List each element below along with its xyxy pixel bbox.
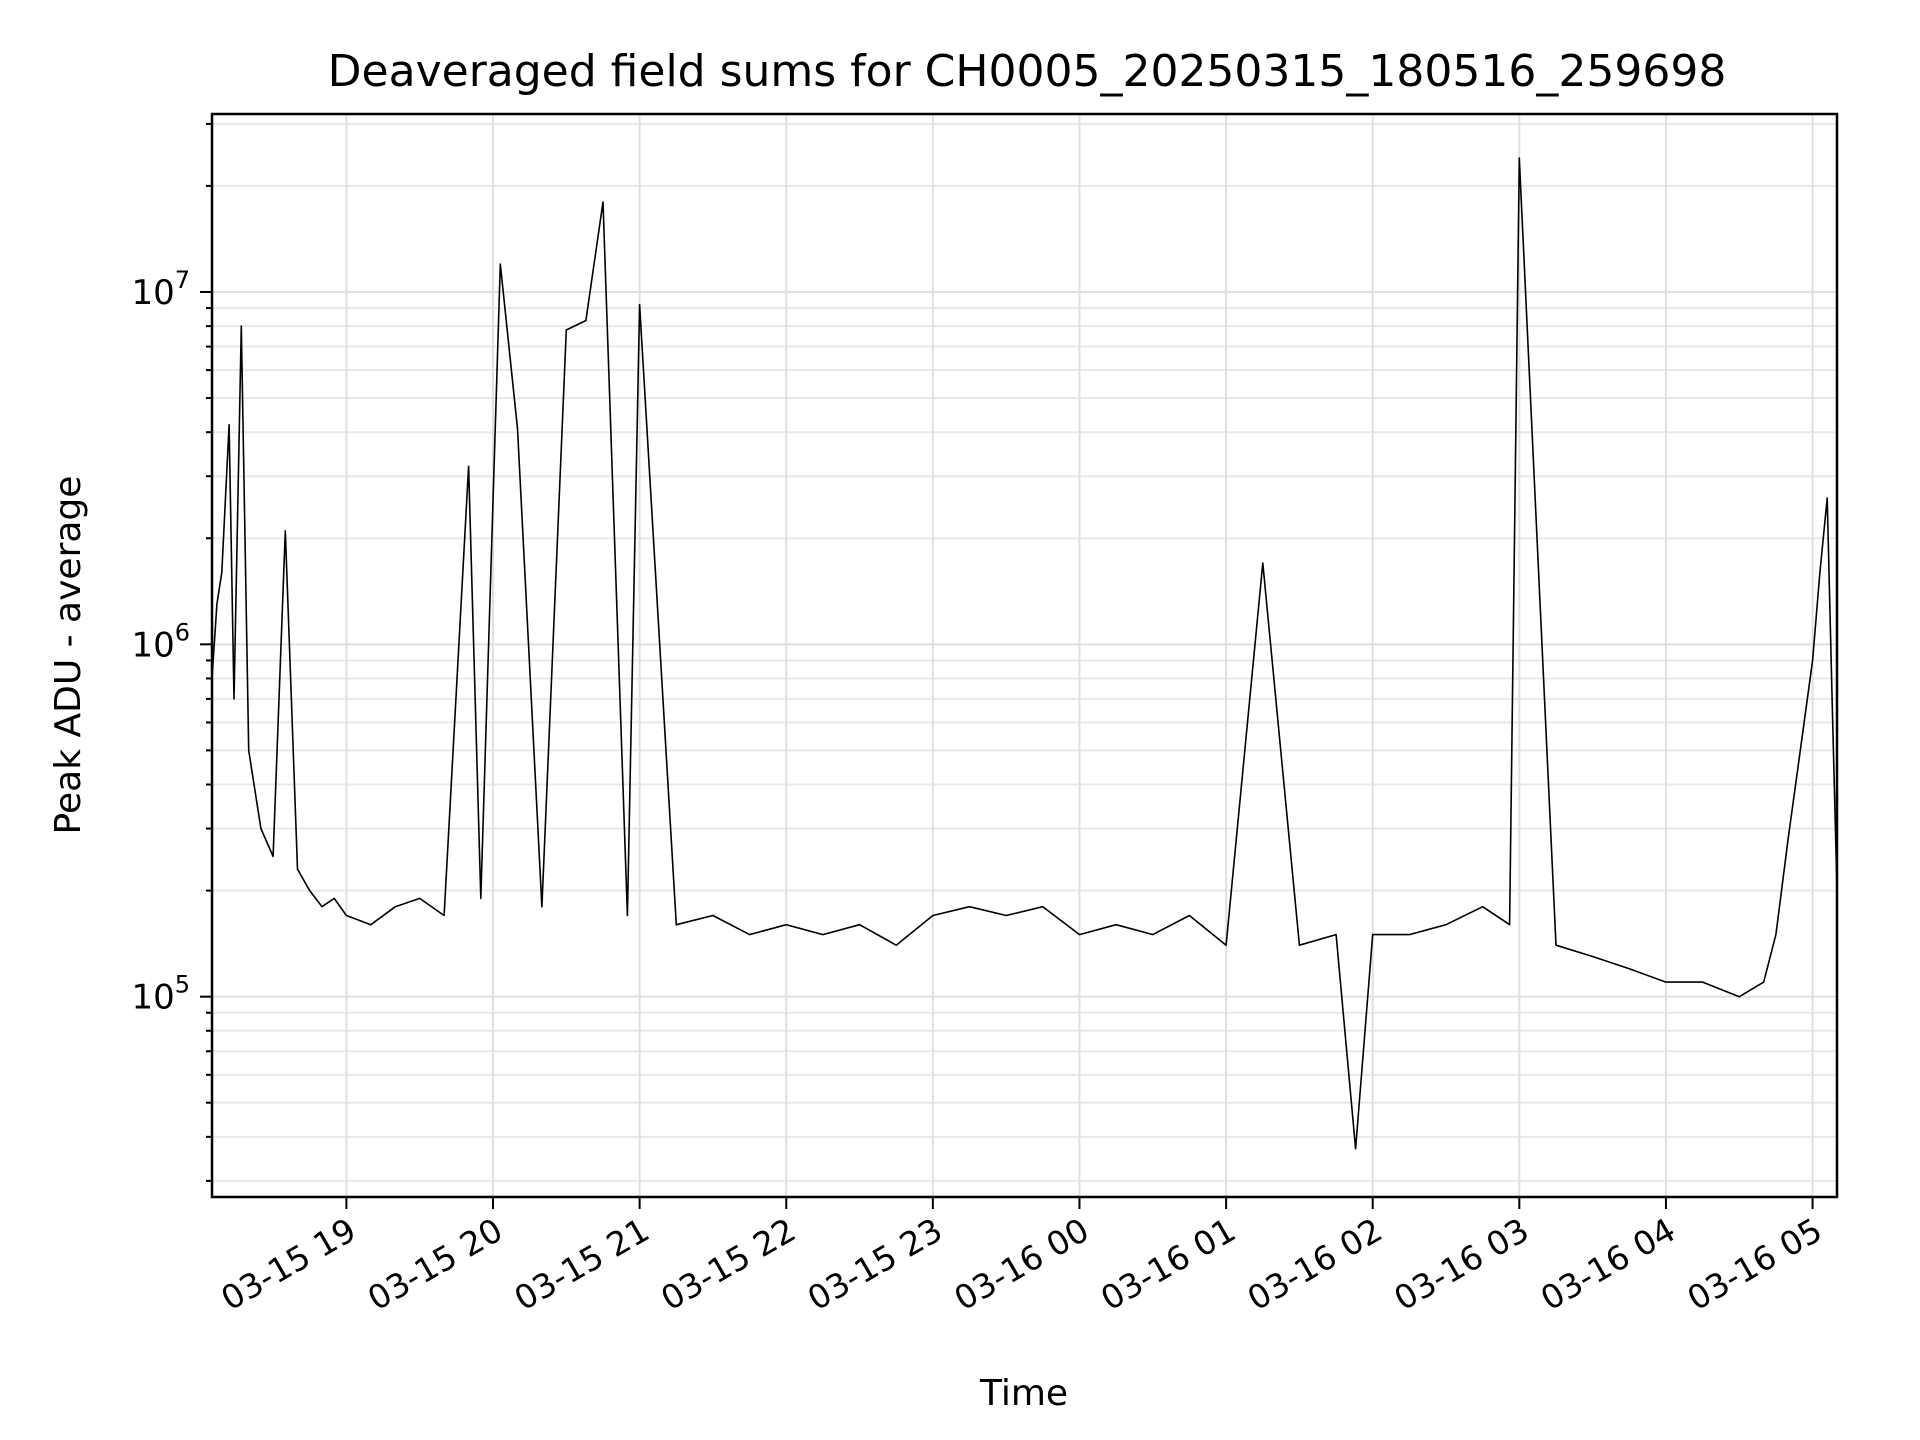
y-axis-label: Peak ADU - average [48, 476, 89, 835]
series-group [211, 157, 1838, 1150]
chart-title: Deaveraged field sums for CH0005_2025031… [328, 46, 1727, 97]
series-line [211, 157, 1838, 1150]
plot-frame [210, 112, 1839, 1199]
grid [212, 114, 1837, 1197]
y-tick-label: 107 [131, 266, 190, 313]
x-axis-label: Time [979, 1373, 1068, 1414]
y-tick-label: 106 [131, 618, 190, 665]
y-tick-label: 105 [131, 971, 190, 1018]
